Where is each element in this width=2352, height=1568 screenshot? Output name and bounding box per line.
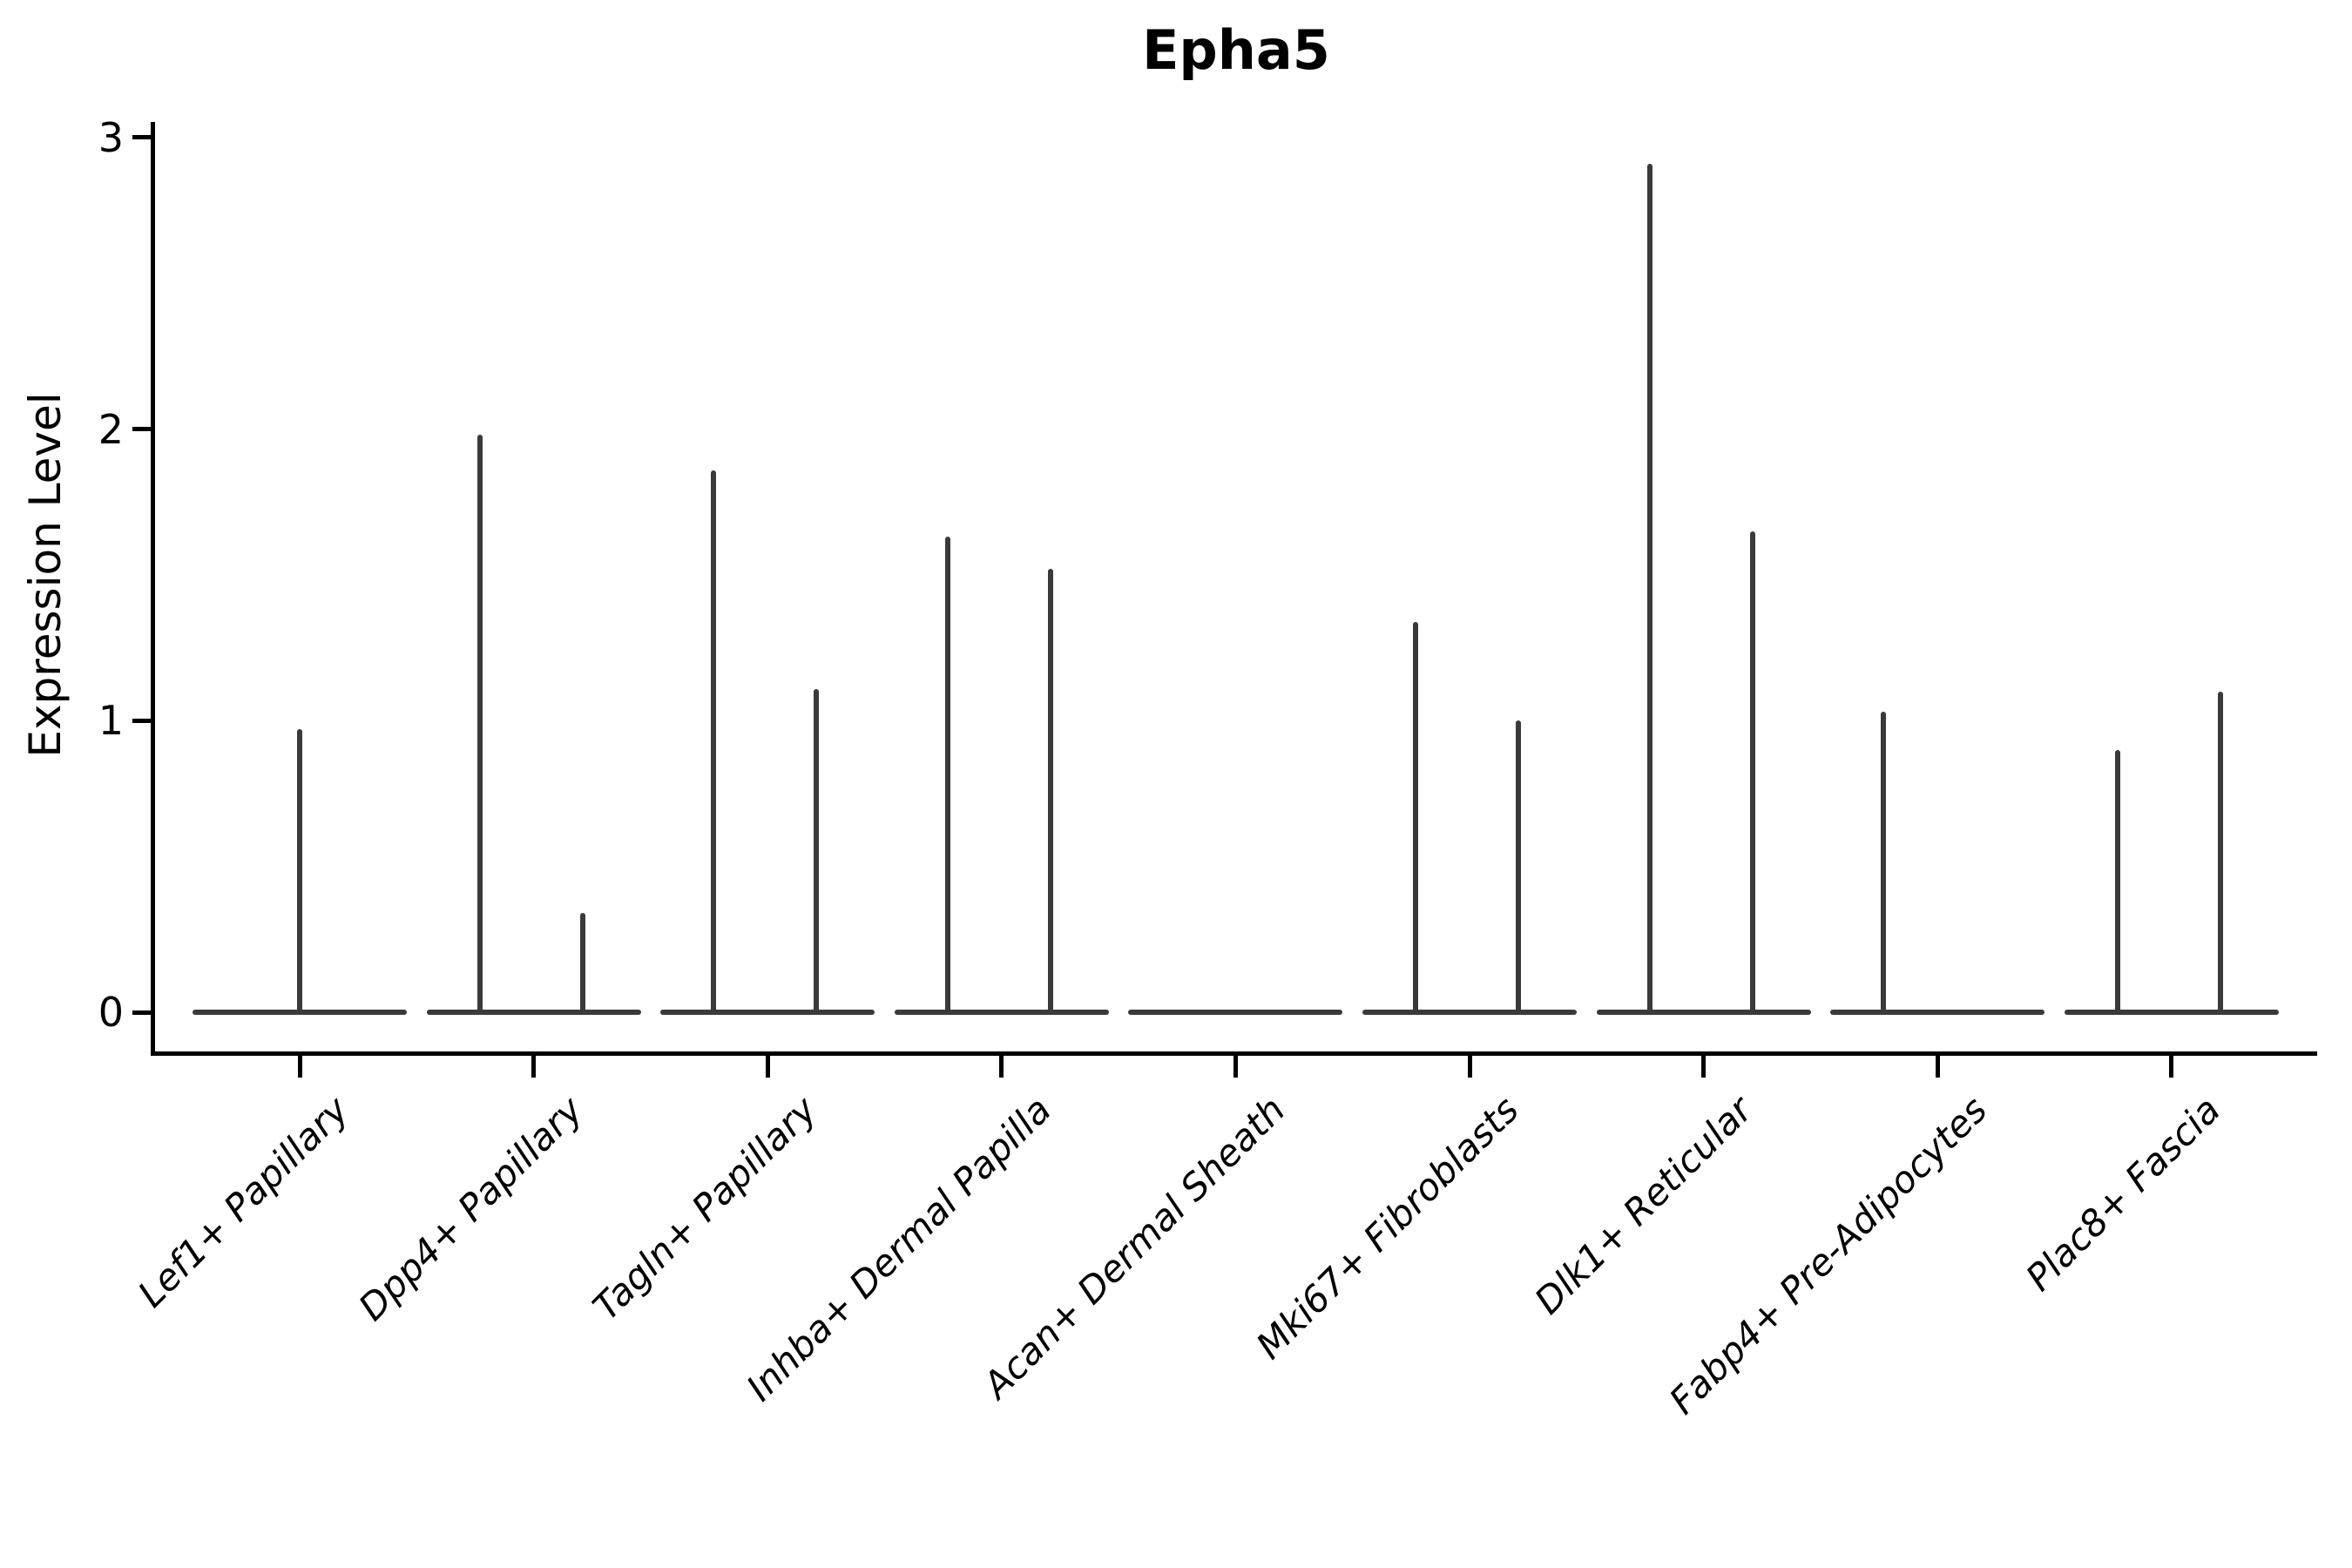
violin-spike <box>2114 749 2120 1015</box>
violin-spike <box>944 537 950 1015</box>
violin-spike <box>1516 720 1521 1015</box>
y-tick-label: 3 <box>98 113 124 161</box>
violin-base <box>660 1010 875 1015</box>
y-tick-label: 0 <box>98 989 124 1036</box>
y-tick <box>132 135 152 140</box>
violin-spike <box>2217 691 2223 1015</box>
x-tick <box>297 1054 302 1078</box>
plot-title: Epha5 <box>1142 18 1330 82</box>
violin-spike <box>579 913 585 1015</box>
violin-base <box>426 1010 641 1015</box>
violin-base <box>2064 1010 2279 1015</box>
x-tick-label: Dlk1+ Reticular <box>1526 1088 1761 1322</box>
x-tick-label: Plac8+ Fascia <box>2017 1088 2229 1300</box>
x-tick <box>1701 1054 1707 1078</box>
violin-spike <box>297 729 302 1015</box>
x-tick <box>1935 1054 1940 1078</box>
y-tick <box>132 427 152 432</box>
violin-spike <box>1881 712 1887 1015</box>
x-tick <box>2169 1054 2174 1078</box>
y-tick-label: 2 <box>98 405 124 453</box>
x-tick-label: Mki67+ Fibroblasts <box>1247 1088 1527 1368</box>
violin-base <box>1128 1010 1343 1015</box>
x-tick <box>765 1054 770 1078</box>
violin-base <box>894 1010 1109 1015</box>
violin-base <box>1596 1010 1811 1015</box>
violin-spike <box>476 435 483 1015</box>
x-tick <box>531 1054 537 1078</box>
y-tick <box>132 1010 152 1015</box>
x-tick-label: Lef1+ Papillary <box>129 1088 357 1316</box>
y-tick-label: 1 <box>98 697 124 745</box>
violin-spike <box>711 470 717 1015</box>
x-tick <box>999 1054 1004 1078</box>
x-axis-spine <box>151 1051 2317 1056</box>
x-tick <box>1467 1054 1472 1078</box>
y-axis-spine <box>151 122 155 1056</box>
x-tick-label: Tagln+ Papillary <box>585 1088 826 1328</box>
x-tick-label: Dpp4+ Papillary <box>350 1088 591 1329</box>
violin-spike <box>1646 164 1652 1015</box>
y-tick <box>132 718 152 723</box>
violin-spike <box>1413 621 1418 1015</box>
violin-spike <box>1749 531 1755 1015</box>
violin-spike <box>814 688 820 1015</box>
violin-spike <box>1047 569 1053 1015</box>
violin-base <box>1362 1010 1577 1015</box>
x-tick <box>1233 1054 1238 1078</box>
violin-base <box>1830 1010 2045 1015</box>
